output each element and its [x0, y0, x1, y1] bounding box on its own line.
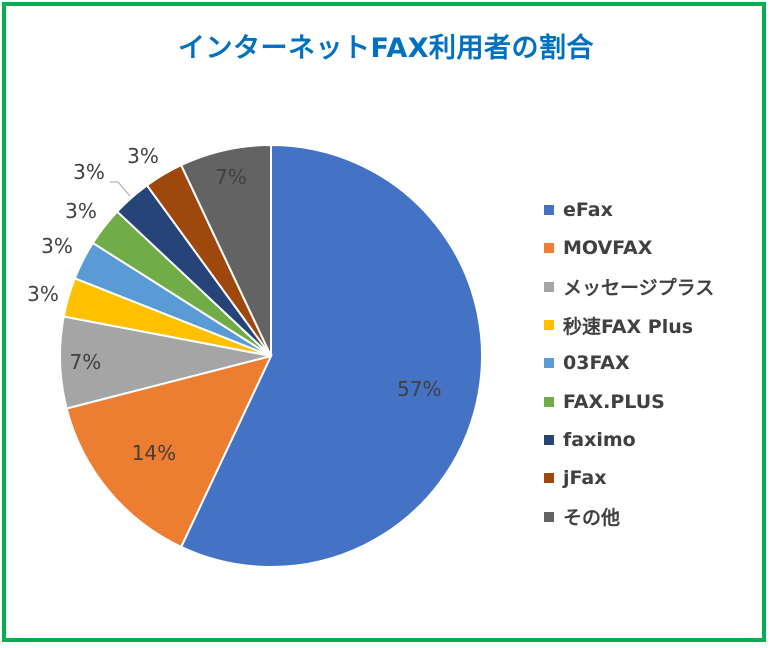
legend-item: メッセージプラス	[544, 268, 714, 306]
legend-item: eFax	[544, 191, 714, 229]
legend-item: FAX.PLUS	[544, 382, 714, 420]
legend-item: jFax	[544, 459, 714, 497]
data-label: 7%	[215, 165, 247, 189]
pie-slice	[65, 354, 273, 549]
legend-label: 秒速FAX Plus	[563, 315, 694, 338]
data-label: 7%	[70, 350, 102, 374]
legend-swatch	[544, 281, 554, 292]
legend-swatch	[544, 320, 554, 331]
legend-item: 03FAX	[544, 344, 714, 382]
legend-item: 秒速FAX Plus	[544, 306, 714, 344]
legend-swatch	[544, 434, 554, 445]
chart-title: インターネットFAX利用者の割合	[177, 33, 595, 64]
legend-swatch	[544, 358, 554, 369]
data-label: 3%	[41, 234, 73, 258]
legend-label: FAX.PLUS	[563, 390, 665, 413]
data-label: 3%	[73, 160, 105, 184]
leader-line	[110, 181, 131, 197]
legend-swatch	[544, 205, 554, 216]
legend-label: 03FAX	[563, 352, 630, 375]
chart-frame	[2, 2, 766, 642]
data-label: 3%	[65, 199, 97, 223]
legend-label: jFax	[563, 467, 607, 490]
data-label: 14%	[132, 441, 176, 465]
pie-slice	[179, 143, 272, 357]
legend-item: MOVFAX	[544, 229, 714, 267]
legend-label: その他	[563, 507, 621, 530]
legend-swatch	[544, 511, 554, 522]
legend-item: faximo	[544, 421, 714, 459]
legend-label: eFax	[563, 199, 613, 222]
legend-swatch	[544, 243, 554, 254]
legend-label: faximo	[563, 428, 636, 451]
legend-item: その他	[544, 497, 714, 535]
legend-swatch	[544, 473, 554, 484]
data-label: 3%	[27, 282, 59, 306]
data-label: 57%	[397, 377, 441, 401]
data-label: 3%	[127, 144, 159, 168]
pie-slice	[179, 143, 483, 568]
legend-label: MOVFAX	[563, 237, 653, 260]
legend-swatch	[544, 396, 554, 407]
chart-legend: eFax MOVFAX メッセージプラス 秒速FAX Plus 03FAX FAX.PLU…	[544, 191, 714, 536]
legend-label: メッセージプラス	[563, 277, 715, 300]
